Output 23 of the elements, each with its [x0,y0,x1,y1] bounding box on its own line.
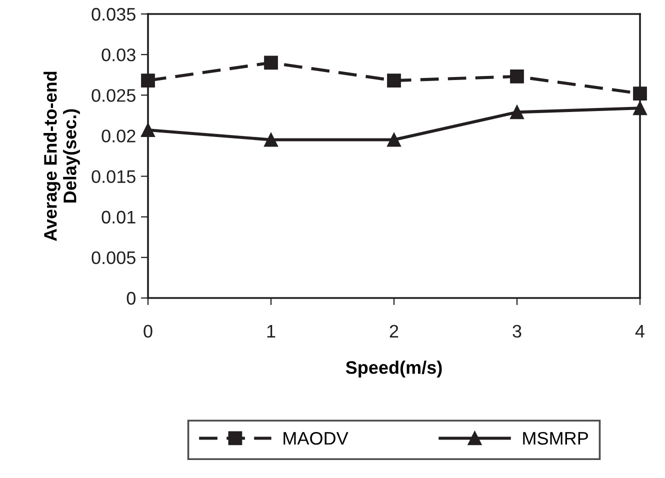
y-tick-label: 0.03 [102,48,136,62]
legend-label: MSMRP [523,432,588,445]
point [264,132,278,147]
y-tick-label: 0.005 [92,251,136,264]
y-tick-label: 0.025 [92,89,136,102]
point [387,132,401,147]
point [510,70,524,84]
point [387,74,401,88]
x-axis-title: Speed(m/s) [346,360,442,378]
x-tick-label: 1 [267,325,276,338]
x-tick-label: 3 [512,324,522,338]
y-tick-label: 0.035 [92,8,136,21]
y-tick-label: 0.01 [102,210,136,224]
y-tick-label: 0.015 [92,170,136,184]
legend-label: MAODV [284,432,348,445]
point [510,105,524,120]
x-tick-label: 4 [635,325,644,338]
y-tick-label: 0 [126,292,136,305]
point [264,56,278,70]
y-tick-label: 0.02 [102,130,136,142]
x-tick-label: 2 [390,324,398,338]
y-axis-title: Average End-to-end Delay(sec.) [44,72,80,241]
x-tick-label: 0 [144,324,152,338]
